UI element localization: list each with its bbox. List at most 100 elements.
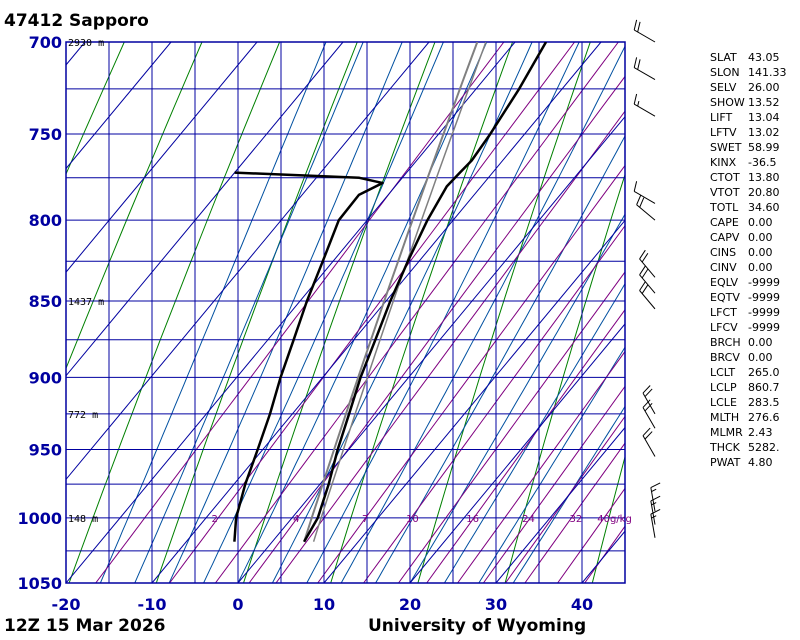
- index-name: SHOW: [710, 96, 745, 109]
- wind-barb: [633, 19, 656, 43]
- wind-barb-flag: [633, 57, 638, 68]
- temperature-tick-label: -10: [138, 595, 167, 614]
- pressure-label: 850: [29, 292, 62, 311]
- isotherm: [409, 323, 625, 583]
- index-name: THCK: [710, 441, 740, 454]
- temperature-tick-label: 30: [485, 595, 507, 614]
- index-value: 43.05: [748, 51, 780, 64]
- temperature-tick-label: 20: [399, 595, 421, 614]
- wind-barb-flag: [650, 482, 661, 489]
- wind-barb: [642, 385, 656, 415]
- moist-adiabat: [375, 135, 625, 583]
- index-row: LIFT 13.04: [710, 110, 800, 125]
- stability-indices: SLAT 43.05 SLON 141.33 SELV 26.00 SHOW 13.52 LIF…: [710, 50, 800, 470]
- index-name: TOTL: [710, 201, 739, 214]
- index-name: CINS: [710, 246, 737, 259]
- wind-barb-flag: [644, 402, 653, 412]
- index-row: LFCV -9999: [710, 320, 800, 335]
- index-row: LCLP 860.7: [710, 380, 800, 395]
- index-name: SWET: [710, 141, 742, 154]
- index-row: BRCH 0.00: [710, 335, 800, 350]
- mixing-ratio-label: 2: [211, 514, 217, 525]
- index-row: CINV 0.00: [710, 260, 800, 275]
- wind-barb-flag: [642, 427, 651, 437]
- plot-frame: [65, 41, 626, 584]
- index-name: CTOT: [710, 171, 740, 184]
- index-row: VTOT 20.80: [710, 185, 800, 200]
- index-name: BRCH: [710, 336, 741, 349]
- index-value: 0.00: [748, 216, 773, 229]
- index-name: KINX: [710, 156, 737, 169]
- mixing-ratio-label: 32: [569, 514, 582, 525]
- pressure-label: 750: [29, 125, 62, 144]
- station-title: 47412 Sapporo: [4, 11, 149, 31]
- height-label: 1437 m: [68, 297, 104, 308]
- index-row: PWAT 4.80: [710, 455, 800, 470]
- temperature-tick-label: 40: [571, 595, 593, 614]
- height-label: 2930 m: [68, 38, 104, 49]
- index-name: LIFT: [710, 111, 733, 124]
- index-name: LFCT: [710, 306, 737, 319]
- wind-barb-flag: [637, 21, 641, 33]
- index-name: LCLT: [710, 366, 736, 379]
- index-row: THCK 5282.: [710, 440, 800, 455]
- wind-barb-flag: [636, 194, 642, 205]
- index-row: LCLT 265.0: [710, 365, 800, 380]
- wind-barb-flag: [637, 59, 641, 70]
- wind-barb-flag: [644, 431, 653, 440]
- dry-adiabat: [66, 42, 203, 370]
- isotherm: [151, 42, 602, 583]
- wind-barb-flag: [633, 93, 638, 105]
- mixing-ratio-line: [557, 487, 625, 583]
- index-value: 4.80: [748, 456, 773, 469]
- index-name: CAPE: [710, 216, 739, 229]
- index-row: MLMR 2.43: [710, 425, 800, 440]
- index-row: MLTH 276.6: [710, 410, 800, 425]
- height-label: 148 m: [68, 514, 98, 525]
- temperature-profile: [303, 42, 548, 543]
- index-value: 0.00: [748, 246, 773, 259]
- wind-barb: [636, 194, 656, 221]
- mixing-ratio-label: 10: [406, 514, 419, 525]
- index-name: MLTH: [710, 411, 740, 424]
- wind-barb: [639, 265, 656, 294]
- wind-barb-flag: [641, 284, 649, 294]
- mixing-ratio-line: [95, 42, 505, 583]
- index-row: SWET 58.99: [710, 140, 800, 155]
- index-value: 13.04: [748, 111, 780, 124]
- index-value: -36.5: [748, 156, 777, 169]
- dry-adiabat: [243, 42, 436, 583]
- wind-barb: [633, 57, 656, 81]
- isotherm: [66, 42, 172, 170]
- wind-barb-half-flag: [637, 100, 640, 107]
- parcel-path: [303, 42, 479, 543]
- moist-adiabat: [340, 45, 625, 583]
- index-value: 5282.: [748, 441, 780, 454]
- index-value: -9999: [748, 321, 780, 334]
- wind-barb-flag: [639, 265, 646, 276]
- isotherm: [237, 115, 625, 583]
- index-row: KINX -36.5: [710, 155, 800, 170]
- mixing-ratio-label: 7: [362, 514, 368, 525]
- moist-adiabat: [99, 42, 327, 583]
- index-row: LCLE 283.5: [710, 395, 800, 410]
- index-row: CAPE 0.00: [710, 215, 800, 230]
- wind-barb-flag: [650, 508, 661, 515]
- moist-adiabat: [478, 346, 625, 583]
- pressure-label: 900: [29, 368, 62, 387]
- mixing-ratio-line: [317, 164, 625, 583]
- pressure-label: 950: [29, 440, 62, 459]
- mixing-ratio-line: [482, 385, 625, 583]
- index-value: 13.02: [748, 126, 780, 139]
- isotherm: [323, 219, 625, 583]
- index-name: LFCV: [710, 321, 738, 334]
- index-row: BRCV 0.00: [710, 350, 800, 365]
- index-row: SLAT 43.05: [710, 50, 800, 65]
- isotherm: [66, 42, 516, 583]
- index-row: EQTV -9999: [710, 290, 800, 305]
- wind-barb: [639, 281, 656, 310]
- isotherm: [495, 426, 625, 583]
- index-name: LCLE: [710, 396, 737, 409]
- index-name: BRCV: [710, 351, 740, 364]
